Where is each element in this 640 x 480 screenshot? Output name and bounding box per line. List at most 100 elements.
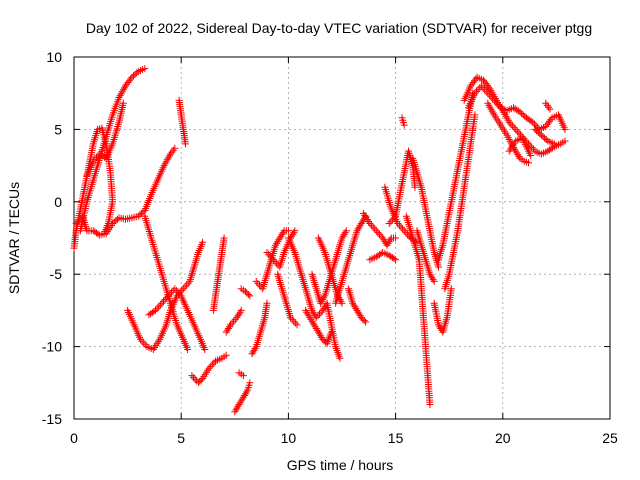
data-point <box>290 229 298 237</box>
data-point <box>388 216 396 224</box>
data-point <box>179 285 187 293</box>
data-point <box>355 310 363 318</box>
data-point <box>130 72 137 80</box>
data-point <box>530 120 538 128</box>
data-point <box>371 225 379 233</box>
data-point <box>516 108 524 116</box>
data-point <box>430 277 438 285</box>
data-point <box>513 127 521 135</box>
data-point <box>291 227 299 235</box>
data-point <box>188 372 196 380</box>
data-point <box>224 325 232 332</box>
data-series <box>359 209 400 249</box>
data-series <box>398 114 408 129</box>
data-point <box>225 323 233 331</box>
data-points <box>70 65 569 416</box>
data-point <box>302 306 310 314</box>
data-point <box>244 291 252 298</box>
data-point <box>254 279 262 287</box>
data-point <box>311 323 319 331</box>
data-series <box>484 99 532 167</box>
data-point <box>527 152 535 159</box>
data-point <box>473 87 480 95</box>
data-point <box>351 303 359 311</box>
y-tick-label: 0 <box>54 194 62 210</box>
data-point <box>279 229 287 237</box>
data-point <box>392 234 400 242</box>
data-point <box>220 234 228 242</box>
data-point <box>379 234 387 242</box>
x-tick-label: 0 <box>70 430 78 446</box>
data-point <box>160 297 167 305</box>
data-point <box>199 238 207 246</box>
data-point <box>72 220 80 227</box>
data-point <box>482 87 490 95</box>
y-tick-label: 5 <box>54 121 62 137</box>
data-point <box>172 287 180 294</box>
data-point <box>141 65 149 73</box>
data-point <box>137 335 144 343</box>
data-point <box>235 310 243 318</box>
data-point <box>287 314 294 322</box>
data-point <box>485 91 493 99</box>
data-point <box>542 136 550 143</box>
data-point <box>397 223 405 231</box>
x-axis-label: GPS time / hours <box>287 457 394 473</box>
data-point <box>293 321 301 329</box>
data-point <box>91 155 99 163</box>
data-point <box>304 310 312 318</box>
data-point <box>233 314 241 322</box>
x-tick-label: 25 <box>602 430 618 446</box>
data-series <box>465 82 569 133</box>
data-point <box>474 86 482 94</box>
data-point <box>340 230 348 238</box>
data-series <box>542 99 554 113</box>
data-point <box>266 252 274 260</box>
data-point <box>384 239 392 247</box>
x-tick-label: 20 <box>495 430 511 446</box>
data-series <box>222 306 245 336</box>
data-series <box>460 73 569 158</box>
data-point <box>395 221 403 229</box>
data-point <box>383 241 391 249</box>
data-point <box>513 149 521 157</box>
data-series <box>76 65 149 235</box>
data-point <box>394 220 402 227</box>
data-point <box>208 361 216 369</box>
data-point <box>242 390 249 398</box>
data-point <box>251 344 259 352</box>
data-point <box>349 299 357 307</box>
data-point <box>314 312 322 320</box>
data-series <box>366 249 400 264</box>
data-point <box>510 124 518 132</box>
data-point <box>232 406 240 414</box>
data-point <box>339 232 347 240</box>
data-point <box>222 351 230 359</box>
data-point <box>377 232 385 240</box>
data-series <box>413 227 438 285</box>
data-point <box>246 292 254 300</box>
data-series <box>308 227 350 307</box>
data-point <box>360 317 368 324</box>
data-point <box>306 314 314 322</box>
data-point <box>534 128 542 136</box>
x-tick-label: 15 <box>388 430 404 446</box>
data-point <box>336 354 344 362</box>
data-point <box>268 254 276 262</box>
data-point <box>239 393 247 401</box>
data-point <box>110 218 118 226</box>
data-series <box>332 212 370 307</box>
data-point <box>128 73 136 81</box>
data-point <box>127 75 135 83</box>
data-point <box>529 145 537 153</box>
data-series <box>302 306 335 348</box>
data-series <box>70 124 117 252</box>
data-point <box>372 227 380 235</box>
data-point <box>495 102 503 110</box>
data-point <box>182 140 189 148</box>
chart-title: Day 102 of 2022, Sidereal Day-to-day VTE… <box>86 20 592 36</box>
data-point <box>515 129 523 137</box>
data-point <box>512 147 520 155</box>
data-point <box>152 306 159 314</box>
